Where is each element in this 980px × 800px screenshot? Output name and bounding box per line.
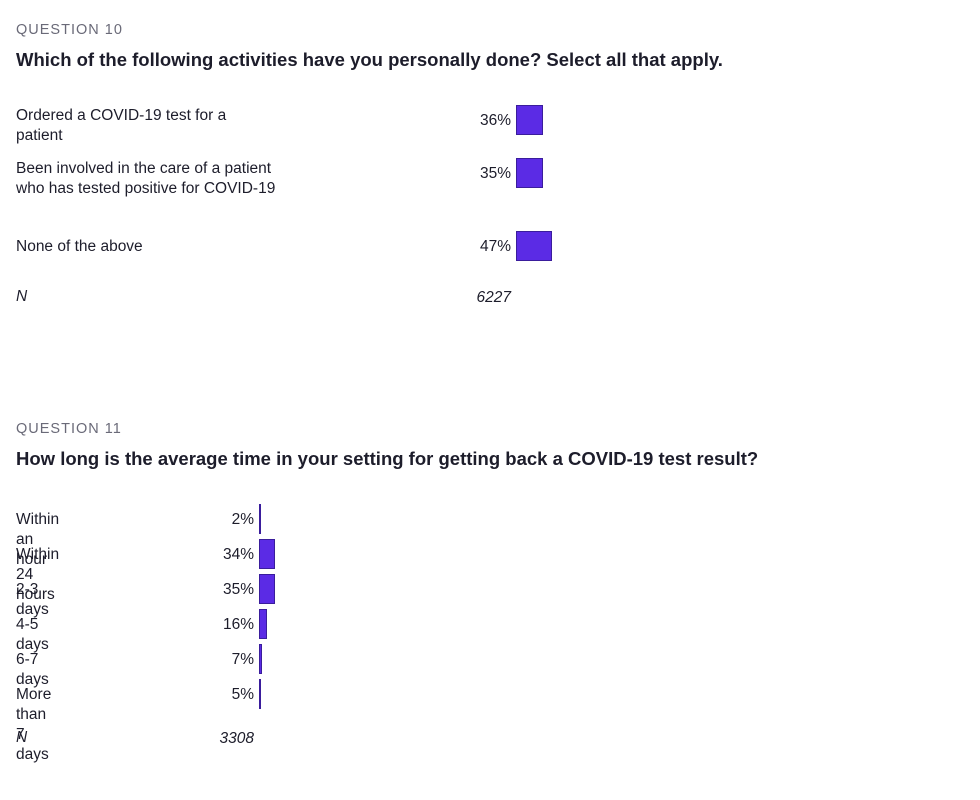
value-label: 5%	[231, 686, 254, 703]
answer-label: None of the above	[16, 238, 143, 255]
bar	[516, 105, 544, 135]
n-value: 6227	[476, 289, 511, 306]
bar	[516, 158, 543, 188]
n-label: N	[16, 729, 28, 746]
question-number: QUESTION 10	[16, 22, 123, 38]
answer-label: 4-5 days	[16, 616, 49, 653]
bar	[259, 539, 275, 569]
question-11-section: QUESTION 11 How long is the average time…	[16, 421, 956, 763]
bar	[516, 231, 552, 261]
answer-label: More than 7 days	[16, 686, 52, 763]
answer-label: Been involved in the care of a patient w…	[16, 160, 276, 197]
value-label: 36%	[479, 112, 511, 129]
bar	[259, 504, 261, 534]
value-label: 7%	[231, 651, 254, 668]
answer-label: Within an hour	[16, 511, 60, 568]
value-label: 47%	[479, 238, 511, 255]
value-label: 35%	[222, 581, 254, 598]
bar	[259, 644, 263, 674]
bar	[259, 609, 267, 639]
n-value: 3308	[219, 730, 254, 747]
question-10-section: QUESTION 10 Which of the following activ…	[16, 22, 956, 322]
answer-label: 6-7 days	[16, 651, 49, 688]
bar	[259, 679, 262, 709]
n-label: N	[16, 288, 28, 305]
bar	[259, 574, 276, 604]
answer-label: Ordered a COVID-19 test for a patient	[16, 107, 227, 144]
question-number: QUESTION 11	[16, 421, 122, 437]
answer-label: Within 24 hours	[16, 546, 60, 603]
value-label: 2%	[231, 511, 254, 528]
value-label: 35%	[479, 165, 511, 182]
value-label: 16%	[222, 616, 254, 633]
value-label: 34%	[222, 546, 254, 563]
answer-label: 2-3 days	[16, 581, 49, 618]
question-title: How long is the average time in your set…	[16, 448, 759, 469]
question-title: Which of the following activities have y…	[16, 49, 723, 70]
